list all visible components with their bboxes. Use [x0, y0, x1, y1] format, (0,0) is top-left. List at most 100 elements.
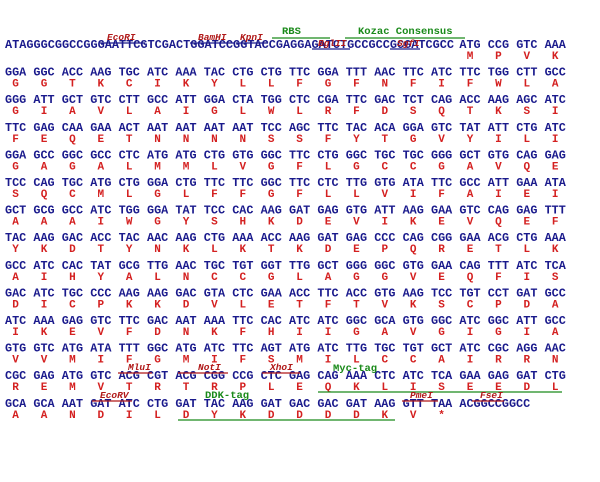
- amino-acid: Q: [325, 382, 332, 394]
- amino-acid: E: [523, 217, 530, 229]
- site-label: MluI: [127, 362, 151, 373]
- amino-acid: I: [495, 134, 502, 146]
- codon: ATT: [488, 121, 509, 135]
- amino-acid: V: [495, 161, 502, 173]
- codon: GGC: [431, 314, 452, 328]
- codon: ATG: [175, 148, 196, 162]
- amino-acid: A: [41, 217, 48, 229]
- amino-acid: V: [381, 299, 388, 311]
- amino-acid: F: [410, 79, 417, 91]
- amino-acid: G: [211, 106, 218, 118]
- codon: GTT: [403, 397, 424, 411]
- amino-acid: K: [97, 79, 104, 91]
- amino-acid: E: [495, 382, 502, 394]
- codon: GAT: [175, 397, 196, 411]
- codon: ATC: [317, 314, 338, 328]
- amino-acid: E: [97, 134, 104, 146]
- amino-acid: A: [126, 272, 133, 284]
- codon: GAC: [175, 286, 196, 300]
- amino-acid: D: [325, 244, 332, 256]
- amino-acid: N: [552, 355, 559, 367]
- codon: AAG: [90, 66, 111, 80]
- codon: CCG: [488, 38, 509, 52]
- amino-acid: A: [97, 161, 104, 173]
- codon: CCC: [374, 231, 395, 245]
- codon: TTC: [232, 314, 253, 328]
- amino-acid: A: [552, 327, 559, 339]
- codon: AAC: [374, 66, 395, 80]
- codon: TAT: [459, 121, 480, 135]
- amino-acid: P: [97, 299, 104, 311]
- codon: ATA: [545, 176, 567, 190]
- codon: TAT: [90, 259, 111, 273]
- amino-acid: G: [12, 106, 19, 118]
- codon: GCC: [459, 176, 480, 190]
- codon: TGT: [232, 259, 253, 273]
- amino-acid: Y: [126, 244, 133, 256]
- amino-acid: E: [353, 244, 360, 256]
- amino-acid: K: [183, 244, 190, 256]
- codon: ATC: [459, 342, 480, 356]
- amino-acid: I: [552, 134, 559, 146]
- codon: CTA: [232, 93, 254, 107]
- amino-acid: R: [211, 382, 218, 394]
- amino-acid: E: [438, 217, 445, 229]
- codon: GAC: [317, 397, 338, 411]
- codon: AAG: [289, 231, 310, 245]
- amino-acid: A: [552, 299, 559, 311]
- codon: GAA: [459, 231, 481, 245]
- codon: GGA: [204, 93, 226, 107]
- amino-acid: D: [296, 410, 303, 422]
- amino-acid: R: [325, 106, 332, 118]
- amino-acid: G: [495, 327, 502, 339]
- site-label: BamHI: [198, 32, 227, 43]
- amino-acid: L: [353, 355, 360, 367]
- codon: TAA: [431, 397, 453, 411]
- amino-acid: V: [97, 327, 104, 339]
- amino-acid: A: [12, 272, 19, 284]
- codon: GTG: [403, 259, 424, 273]
- amino-acid: C: [211, 272, 218, 284]
- amino-acid: F: [211, 189, 218, 201]
- codon: ATT: [374, 204, 395, 218]
- codon: TGG: [488, 66, 509, 80]
- amino-acid: L: [126, 189, 133, 201]
- codon: GAG: [488, 369, 509, 383]
- amino-acid: V: [97, 382, 104, 394]
- amino-acid: R: [495, 355, 502, 367]
- amino-acid: V: [438, 134, 445, 146]
- codon: TAC: [346, 121, 367, 135]
- codon: GCC: [147, 93, 168, 107]
- amino-acid: Y: [211, 410, 218, 422]
- codon: CTG: [147, 397, 168, 411]
- amino-acid: S: [211, 217, 218, 229]
- codon: CGT: [147, 369, 168, 383]
- codon: GCT: [5, 204, 26, 218]
- amino-acid: A: [154, 106, 161, 118]
- codon: ATC: [90, 204, 111, 218]
- amino-acid: C: [467, 299, 474, 311]
- codon: ATC: [289, 314, 310, 328]
- codon: AAA: [204, 314, 226, 328]
- amino-acid: D: [12, 299, 19, 311]
- codon: CAC: [232, 204, 253, 218]
- amino-acid: F: [552, 217, 559, 229]
- codon: ACC: [90, 231, 111, 245]
- amino-acid: H: [239, 217, 246, 229]
- codon: AGT: [261, 342, 282, 356]
- site-label: XhoI: [269, 362, 293, 373]
- codon: TAC: [119, 231, 140, 245]
- codon: GTG: [488, 148, 509, 162]
- amino-acid: D: [69, 244, 76, 256]
- codon: ATA: [403, 176, 425, 190]
- codon: ACC: [289, 286, 310, 300]
- codon: ATC: [5, 314, 26, 328]
- codon: TGC: [374, 342, 395, 356]
- amino-acid: W: [268, 106, 275, 118]
- amino-acid: E: [41, 134, 48, 146]
- codon: TTC: [431, 176, 452, 190]
- codon: GTC: [459, 204, 480, 218]
- amino-acid: A: [12, 217, 19, 229]
- codon: CGC: [488, 342, 509, 356]
- amino-acid: V: [410, 327, 417, 339]
